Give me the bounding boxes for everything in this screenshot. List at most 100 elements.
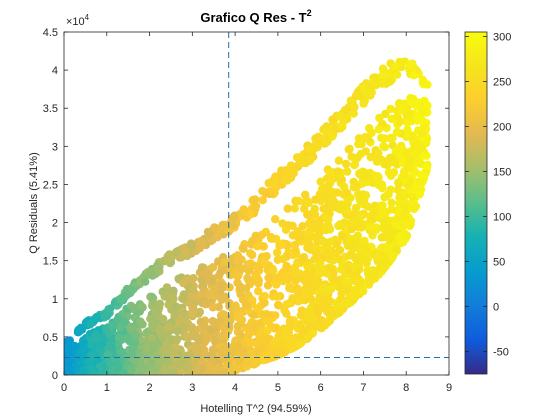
scatter-point xyxy=(252,272,261,281)
scatter-point xyxy=(359,99,368,108)
scatter-point xyxy=(364,80,374,89)
colorbar-tick-label: 250 xyxy=(493,77,511,89)
scatter-point xyxy=(179,278,188,288)
scatter-point xyxy=(263,281,273,290)
scatter-point xyxy=(204,230,214,239)
scatter-point xyxy=(357,244,366,253)
scatter-point xyxy=(279,254,288,264)
scatter-point xyxy=(412,111,422,120)
scatter-point xyxy=(363,266,372,275)
x-axis-ticks: 0 1 2 3 4 5 6 7 8 9 xyxy=(61,32,452,394)
scatter-point xyxy=(345,251,355,260)
scatter-point xyxy=(263,326,272,336)
scatter-point xyxy=(120,318,129,327)
scatter-point xyxy=(311,195,320,204)
scatter-point xyxy=(171,302,181,311)
scatter-point xyxy=(101,325,111,334)
scatter-point xyxy=(76,370,85,375)
scatter-point xyxy=(303,262,312,271)
scatter-point xyxy=(137,302,147,311)
scatter-point xyxy=(329,255,338,265)
scatter-point xyxy=(387,114,396,124)
scatter-point xyxy=(252,358,261,367)
scatter-point xyxy=(397,145,406,154)
scatter-point xyxy=(373,253,382,262)
scatter-point xyxy=(338,232,348,241)
scatter-point xyxy=(252,347,261,357)
scatter-point xyxy=(168,292,177,301)
scatter-point xyxy=(326,284,336,294)
scatter-point xyxy=(403,180,412,190)
scatter-point xyxy=(188,303,197,312)
scatter-point xyxy=(398,105,407,114)
scatter-point xyxy=(303,210,312,219)
colorbar-tick-label: 200 xyxy=(493,122,511,134)
scatter-point xyxy=(86,319,95,328)
scatter-point xyxy=(111,355,121,364)
scatter-point xyxy=(226,264,235,274)
scatter-point xyxy=(303,334,312,343)
scatter-point xyxy=(321,238,331,247)
scatter-point xyxy=(187,324,196,333)
scatter-point xyxy=(201,300,210,309)
scatter-point xyxy=(409,71,419,80)
scatter-point xyxy=(127,365,136,374)
scatter-point xyxy=(321,212,330,221)
scatter-point xyxy=(304,313,314,323)
scatter-point xyxy=(319,301,328,311)
scatter-point xyxy=(360,200,370,209)
scatter-point xyxy=(301,158,310,168)
scatter-point xyxy=(75,325,84,334)
scatter-point xyxy=(271,311,280,320)
scatter-point xyxy=(280,176,289,185)
scatter-point xyxy=(418,116,427,125)
scatter-point xyxy=(408,132,418,141)
scatter-point xyxy=(250,195,260,204)
scatter-point xyxy=(207,277,217,286)
y-tick-label: 2 xyxy=(52,218,58,230)
scatter-point xyxy=(277,240,286,249)
scatter-point xyxy=(273,248,282,257)
scatter-point xyxy=(255,331,264,340)
scatter-point xyxy=(350,241,360,251)
scatter-point xyxy=(413,102,422,111)
scatter-point xyxy=(288,221,297,230)
scatter-point xyxy=(225,283,234,292)
scatter-point xyxy=(181,247,190,257)
scatter-point xyxy=(386,104,395,114)
scatter-point xyxy=(264,354,274,363)
scatter-point xyxy=(338,122,347,131)
scatter-point xyxy=(204,359,214,369)
scatter-point xyxy=(214,257,223,266)
scatter-point xyxy=(180,309,189,319)
scatter-point xyxy=(331,125,340,134)
scatter-point xyxy=(233,278,242,287)
scatter-point xyxy=(400,170,409,179)
scatter-point xyxy=(352,277,361,287)
scatter-point xyxy=(411,202,421,211)
scatter-point xyxy=(283,204,292,213)
scatter-point xyxy=(307,303,316,312)
scatter-point xyxy=(375,113,384,123)
scatter-point xyxy=(208,317,217,326)
scatter-point xyxy=(193,346,202,356)
scatter-point xyxy=(417,144,426,153)
scatter-point xyxy=(324,295,333,305)
scatter-point xyxy=(151,308,160,317)
scatter-point xyxy=(66,370,75,375)
scatter-point xyxy=(264,273,273,282)
scatter-point xyxy=(417,170,426,179)
scatter-point xyxy=(201,334,210,343)
scatter-point xyxy=(377,155,386,164)
scatter-point xyxy=(364,135,373,144)
scatter-point xyxy=(217,331,226,341)
scatter-point xyxy=(169,368,178,375)
scatter-point xyxy=(277,166,286,175)
scatter-point xyxy=(245,260,255,269)
scatter-point xyxy=(246,328,255,337)
x-tick-label: 5 xyxy=(275,382,281,394)
scatter-point xyxy=(259,242,268,251)
scatter-point xyxy=(216,281,226,290)
scatter-point xyxy=(383,160,392,169)
scatter-point xyxy=(391,62,400,72)
